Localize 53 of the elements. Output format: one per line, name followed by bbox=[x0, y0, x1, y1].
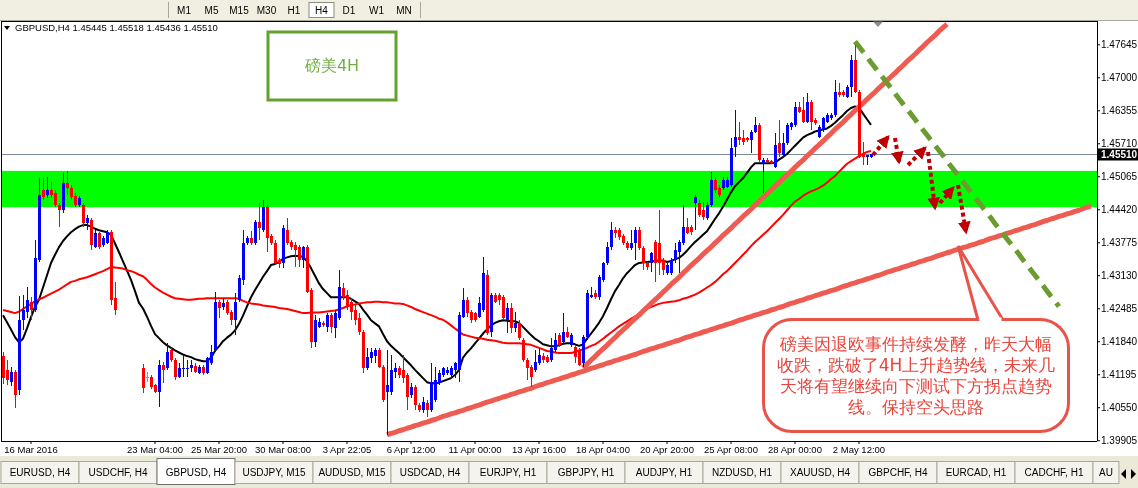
y-tick-label: 1.45065 bbox=[1101, 171, 1138, 183]
x-tick-label: 2 May 12:00 bbox=[832, 444, 886, 455]
tab-label: EURCAD, H1 bbox=[945, 467, 1007, 478]
toolbar-label: M5 bbox=[204, 5, 219, 16]
tab-label: USDCAD, H4 bbox=[399, 467, 461, 478]
toolbar-label: H4 bbox=[315, 5, 328, 16]
tab-label: GBPCHF, H4 bbox=[868, 467, 928, 478]
x-tick-label: 23 Mar 04:00 bbox=[127, 444, 183, 455]
x-tick-label: 3 Apr 22:05 bbox=[322, 444, 372, 455]
tab-label: USDJPY, M15 bbox=[242, 467, 306, 478]
tab-label: XAUUSD, H4 bbox=[790, 467, 850, 478]
callout: 磅美因退欧事件持续发酵，昨天大幅收跌，跌破了4H上升趋势线，未来几天将有望继续向下测试下方拐点趋势线。保持空头思路 bbox=[762, 318, 1070, 433]
toolbar-label: MN bbox=[396, 5, 412, 16]
x-tick-label: 11 Apr 00:00 bbox=[448, 444, 502, 455]
chart-subtitle: GBPUSD,H4 1.45445 1.45518 1.45436 1.45510 bbox=[15, 22, 218, 33]
y-tick-label: 1.41195 bbox=[1101, 369, 1137, 381]
text: 磅美4H bbox=[303, 56, 360, 75]
x-tick-label: 18 Apr 04:00 bbox=[576, 444, 630, 455]
y-tick-label: 1.47645 bbox=[1101, 39, 1138, 51]
x-tick-label: 13 Apr 16:00 bbox=[512, 444, 566, 455]
tab-label: AUDUSD, M15 bbox=[318, 467, 386, 478]
tab-label: USDCHF, H4 bbox=[88, 467, 148, 478]
y-tick-label: 1.45710 bbox=[1101, 138, 1138, 150]
tab-label: EURUSD, H4 bbox=[9, 467, 71, 478]
y-tick-label: 1.47000 bbox=[1101, 72, 1138, 84]
tab-label: CADCHF, H1 bbox=[1024, 467, 1084, 478]
tab-label: AU bbox=[1099, 467, 1113, 478]
toolbar-label: D1 bbox=[342, 5, 356, 16]
y-tick-label: 1.40550 bbox=[1101, 402, 1138, 414]
tab-label: GBPUSD, H4 bbox=[165, 467, 227, 478]
x-tick-label: 30 Mar 08:00 bbox=[255, 444, 311, 455]
x-tick-label: 6 Apr 12:00 bbox=[386, 444, 436, 455]
toolbar-label: M30 bbox=[256, 5, 277, 16]
tab-label: EURJPY, H1 bbox=[479, 467, 537, 478]
y-tick-label: 1.39905 bbox=[1101, 435, 1138, 447]
toolbar-label: H1 bbox=[287, 5, 301, 16]
y-tick-label: 1.43775 bbox=[1101, 237, 1138, 249]
toolbar-label: M15 bbox=[229, 5, 249, 16]
y-tick-label: 1.44420 bbox=[1101, 204, 1138, 216]
toolbar-label: M1 bbox=[177, 5, 191, 16]
x-tick-label: 25 Mar 20:00 bbox=[191, 444, 247, 455]
x-tick-label: 25 Apr 08:00 bbox=[704, 444, 758, 455]
x-tick-label: 28 Apr 00:00 bbox=[768, 444, 822, 455]
toolbar-label: W1 bbox=[369, 5, 384, 16]
tab-label: NZDUSD, H1 bbox=[712, 467, 772, 478]
y-tick-label: 1.46355 bbox=[1101, 105, 1138, 117]
y-tick-label: 1.41840 bbox=[1101, 336, 1138, 348]
y-tick-label: 1.43130 bbox=[1101, 270, 1138, 282]
tab-label: AUDJPY, H1 bbox=[635, 467, 693, 478]
x-tick-label: 20 Apr 20:00 bbox=[640, 444, 694, 455]
y-tick-label: 1.42485 bbox=[1101, 303, 1138, 315]
tab-label: GBPJPY, H1 bbox=[557, 467, 615, 478]
x-tick-label: 16 Mar 2016 bbox=[4, 444, 58, 455]
